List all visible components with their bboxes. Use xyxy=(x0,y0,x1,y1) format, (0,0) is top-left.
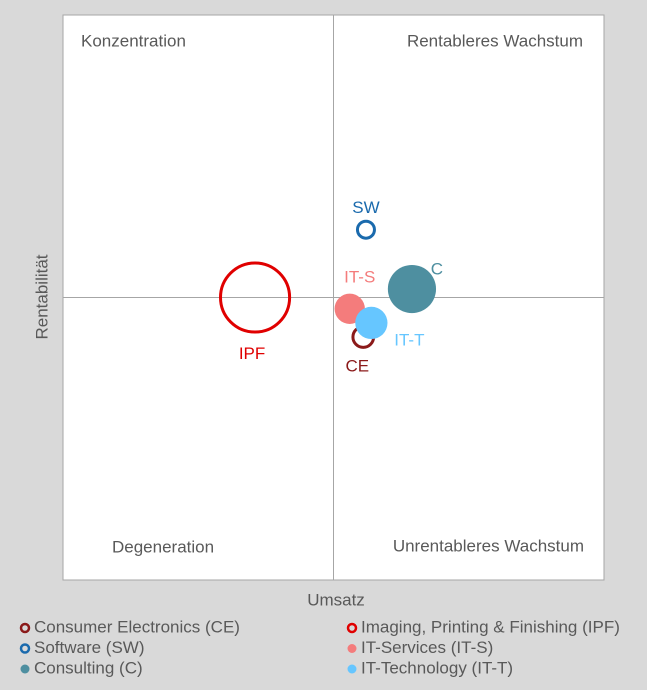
legend-marker xyxy=(346,622,358,634)
legend-marker xyxy=(19,622,31,634)
legend-label: Consulting (C) xyxy=(34,658,143,677)
bubble-label: CE xyxy=(345,357,369,376)
legend-label: Software (SW) xyxy=(34,638,145,657)
bubble xyxy=(387,264,437,314)
legend-label: Consumer Electronics (CE) xyxy=(34,617,240,636)
legend-marker xyxy=(20,664,30,674)
bubble-label: IT-T xyxy=(394,330,424,349)
quadrant-label: Rentableres Wachstum xyxy=(407,31,583,50)
bubble xyxy=(355,306,388,340)
quadrant-label: Unrentableres Wachstum xyxy=(393,536,584,555)
x-axis-title: Umsatz xyxy=(307,590,365,609)
legend-label: Imaging, Printing & Finishing (IPF) xyxy=(361,617,620,636)
bubble-label: SW xyxy=(352,198,379,217)
legend-marker xyxy=(347,644,357,653)
y-axis-title: Rentabilität xyxy=(32,254,51,339)
bubble xyxy=(355,219,376,240)
bubble-label: IPF xyxy=(239,344,265,363)
quadrant-label: Konzentration xyxy=(81,31,186,50)
legend-label: IT-Services (IT-S) xyxy=(361,638,493,657)
bubble xyxy=(218,261,292,334)
bubble-label: C xyxy=(431,260,443,279)
legend-label: IT-Technology (IT-T) xyxy=(361,658,513,677)
legend-marker xyxy=(347,664,357,674)
legend-marker xyxy=(19,643,31,654)
quadrant-label: Degeneration xyxy=(112,537,214,556)
bubble-label: IT-S xyxy=(344,267,375,286)
